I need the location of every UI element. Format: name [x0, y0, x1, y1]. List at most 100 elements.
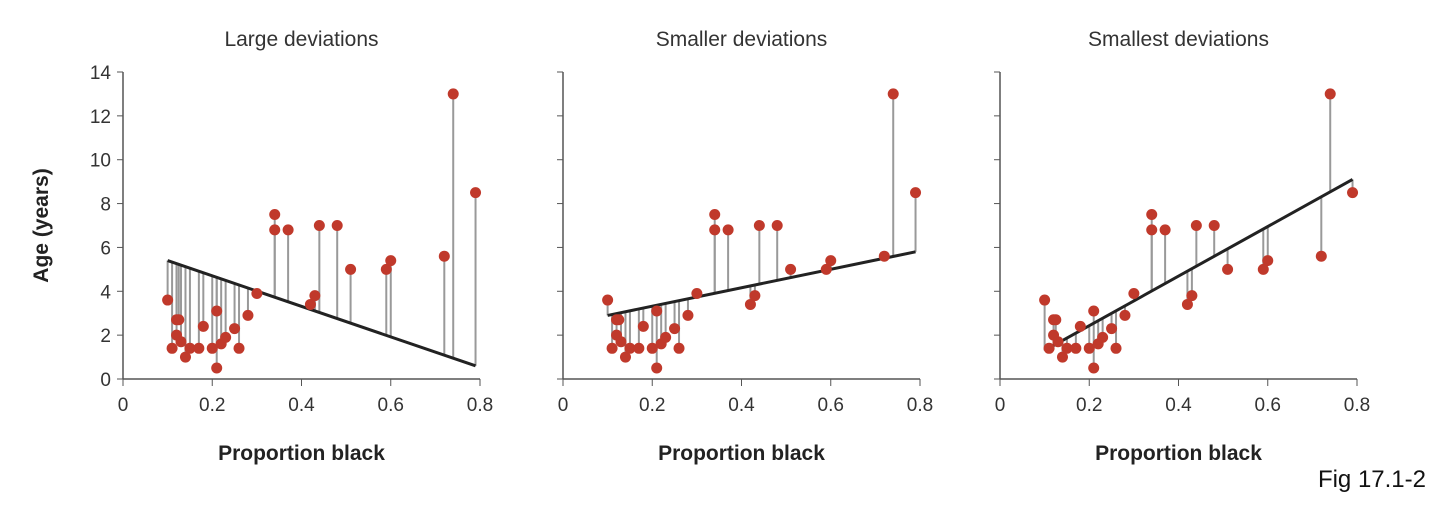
data-point: [179, 351, 191, 363]
data-point: [175, 336, 187, 348]
data-point: [651, 305, 663, 317]
regression-line: [607, 250, 916, 317]
data-point: [345, 263, 357, 275]
x-tick-label: 0.6: [1255, 395, 1281, 416]
y-tick-label: 14: [90, 63, 112, 84]
y-tick-label: 6: [100, 238, 111, 259]
data-point: [651, 362, 663, 374]
x-tick-label: 0.8: [907, 395, 933, 416]
data-point: [206, 342, 218, 354]
data-point: [673, 342, 685, 354]
data-point: [197, 320, 209, 332]
data-point: [282, 224, 294, 236]
data-point: [1186, 290, 1198, 302]
data-point: [1208, 220, 1220, 231]
x-tick-label: 0.8: [467, 395, 493, 416]
data-point: [887, 88, 899, 100]
x-tick-label: 0: [558, 395, 569, 416]
data-point: [637, 320, 649, 332]
data-point: [1074, 320, 1086, 332]
x-tick-label: 0.6: [378, 395, 404, 416]
regression-line: [1043, 178, 1354, 352]
data-point: [1039, 294, 1051, 306]
data-point: [619, 351, 631, 363]
data-point: [173, 314, 185, 326]
data-point: [331, 220, 343, 231]
x-axis-label: Proportion black: [1095, 442, 1262, 465]
data-point: [251, 287, 263, 299]
x-tick-label: 0.4: [728, 395, 755, 416]
x-tick-label: 0: [995, 395, 1006, 416]
y-axis-label: Age (years): [30, 168, 53, 282]
data-point: [1097, 331, 1109, 343]
y-tick-label: 10: [90, 151, 111, 172]
data-point: [184, 342, 196, 354]
data-point: [166, 342, 178, 354]
data-point: [242, 309, 254, 321]
data-point: [691, 287, 703, 299]
data-point: [1083, 342, 1095, 354]
data-point: [722, 224, 734, 236]
x-tick-label: 0.8: [1344, 395, 1370, 416]
data-point: [646, 342, 658, 354]
data-point: [606, 342, 618, 354]
panel-title: Smallest deviations: [1088, 28, 1269, 51]
data-point: [1262, 255, 1274, 267]
data-point: [211, 305, 223, 317]
panel-title: Smaller deviations: [656, 28, 828, 51]
data-point: [633, 342, 645, 354]
data-point: [1088, 362, 1100, 374]
data-point: [193, 342, 205, 354]
x-tick-label: 0.6: [818, 395, 844, 416]
data-point: [753, 220, 765, 231]
data-point: [1088, 305, 1100, 317]
data-point: [1146, 224, 1158, 236]
data-point: [771, 220, 783, 231]
data-point: [470, 187, 482, 199]
data-point: [162, 294, 174, 306]
data-point: [220, 331, 232, 343]
data-point: [1315, 250, 1327, 262]
data-point: [447, 88, 459, 100]
y-tick-label: 0: [100, 370, 111, 391]
data-point: [211, 362, 223, 374]
data-point: [313, 220, 325, 231]
data-point: [1324, 88, 1336, 100]
data-point: [669, 323, 681, 335]
regression-line: [167, 259, 477, 368]
data-point: [1159, 224, 1171, 236]
data-point: [1146, 209, 1158, 221]
data-point: [1061, 342, 1073, 354]
data-point: [309, 290, 321, 302]
x-tick-label: 0.2: [199, 395, 225, 416]
data-point: [624, 342, 636, 354]
data-point: [1181, 298, 1193, 310]
data-point: [660, 331, 672, 343]
data-point: [1222, 263, 1234, 275]
data-point: [1128, 287, 1140, 299]
data-point: [304, 298, 316, 310]
data-point: [385, 255, 397, 267]
data-point: [785, 263, 797, 275]
data-point: [1190, 220, 1202, 231]
data-point: [269, 209, 281, 221]
data-point: [910, 187, 922, 199]
data-point: [1257, 263, 1269, 275]
y-tick-label: 12: [90, 107, 111, 128]
data-point: [380, 263, 392, 275]
data-point: [233, 342, 245, 354]
data-point: [613, 314, 625, 326]
data-point: [709, 224, 721, 236]
data-point: [229, 323, 241, 335]
data-point: [682, 309, 694, 321]
y-tick-label: 8: [100, 195, 111, 216]
x-tick-label: 0.4: [288, 395, 315, 416]
x-tick-label: 0.4: [1165, 395, 1192, 416]
data-point: [1050, 314, 1062, 326]
data-point: [820, 263, 832, 275]
panel-title: Large deviations: [224, 28, 378, 51]
data-point: [602, 294, 614, 306]
data-point: [825, 255, 837, 267]
data-point: [1106, 323, 1118, 335]
